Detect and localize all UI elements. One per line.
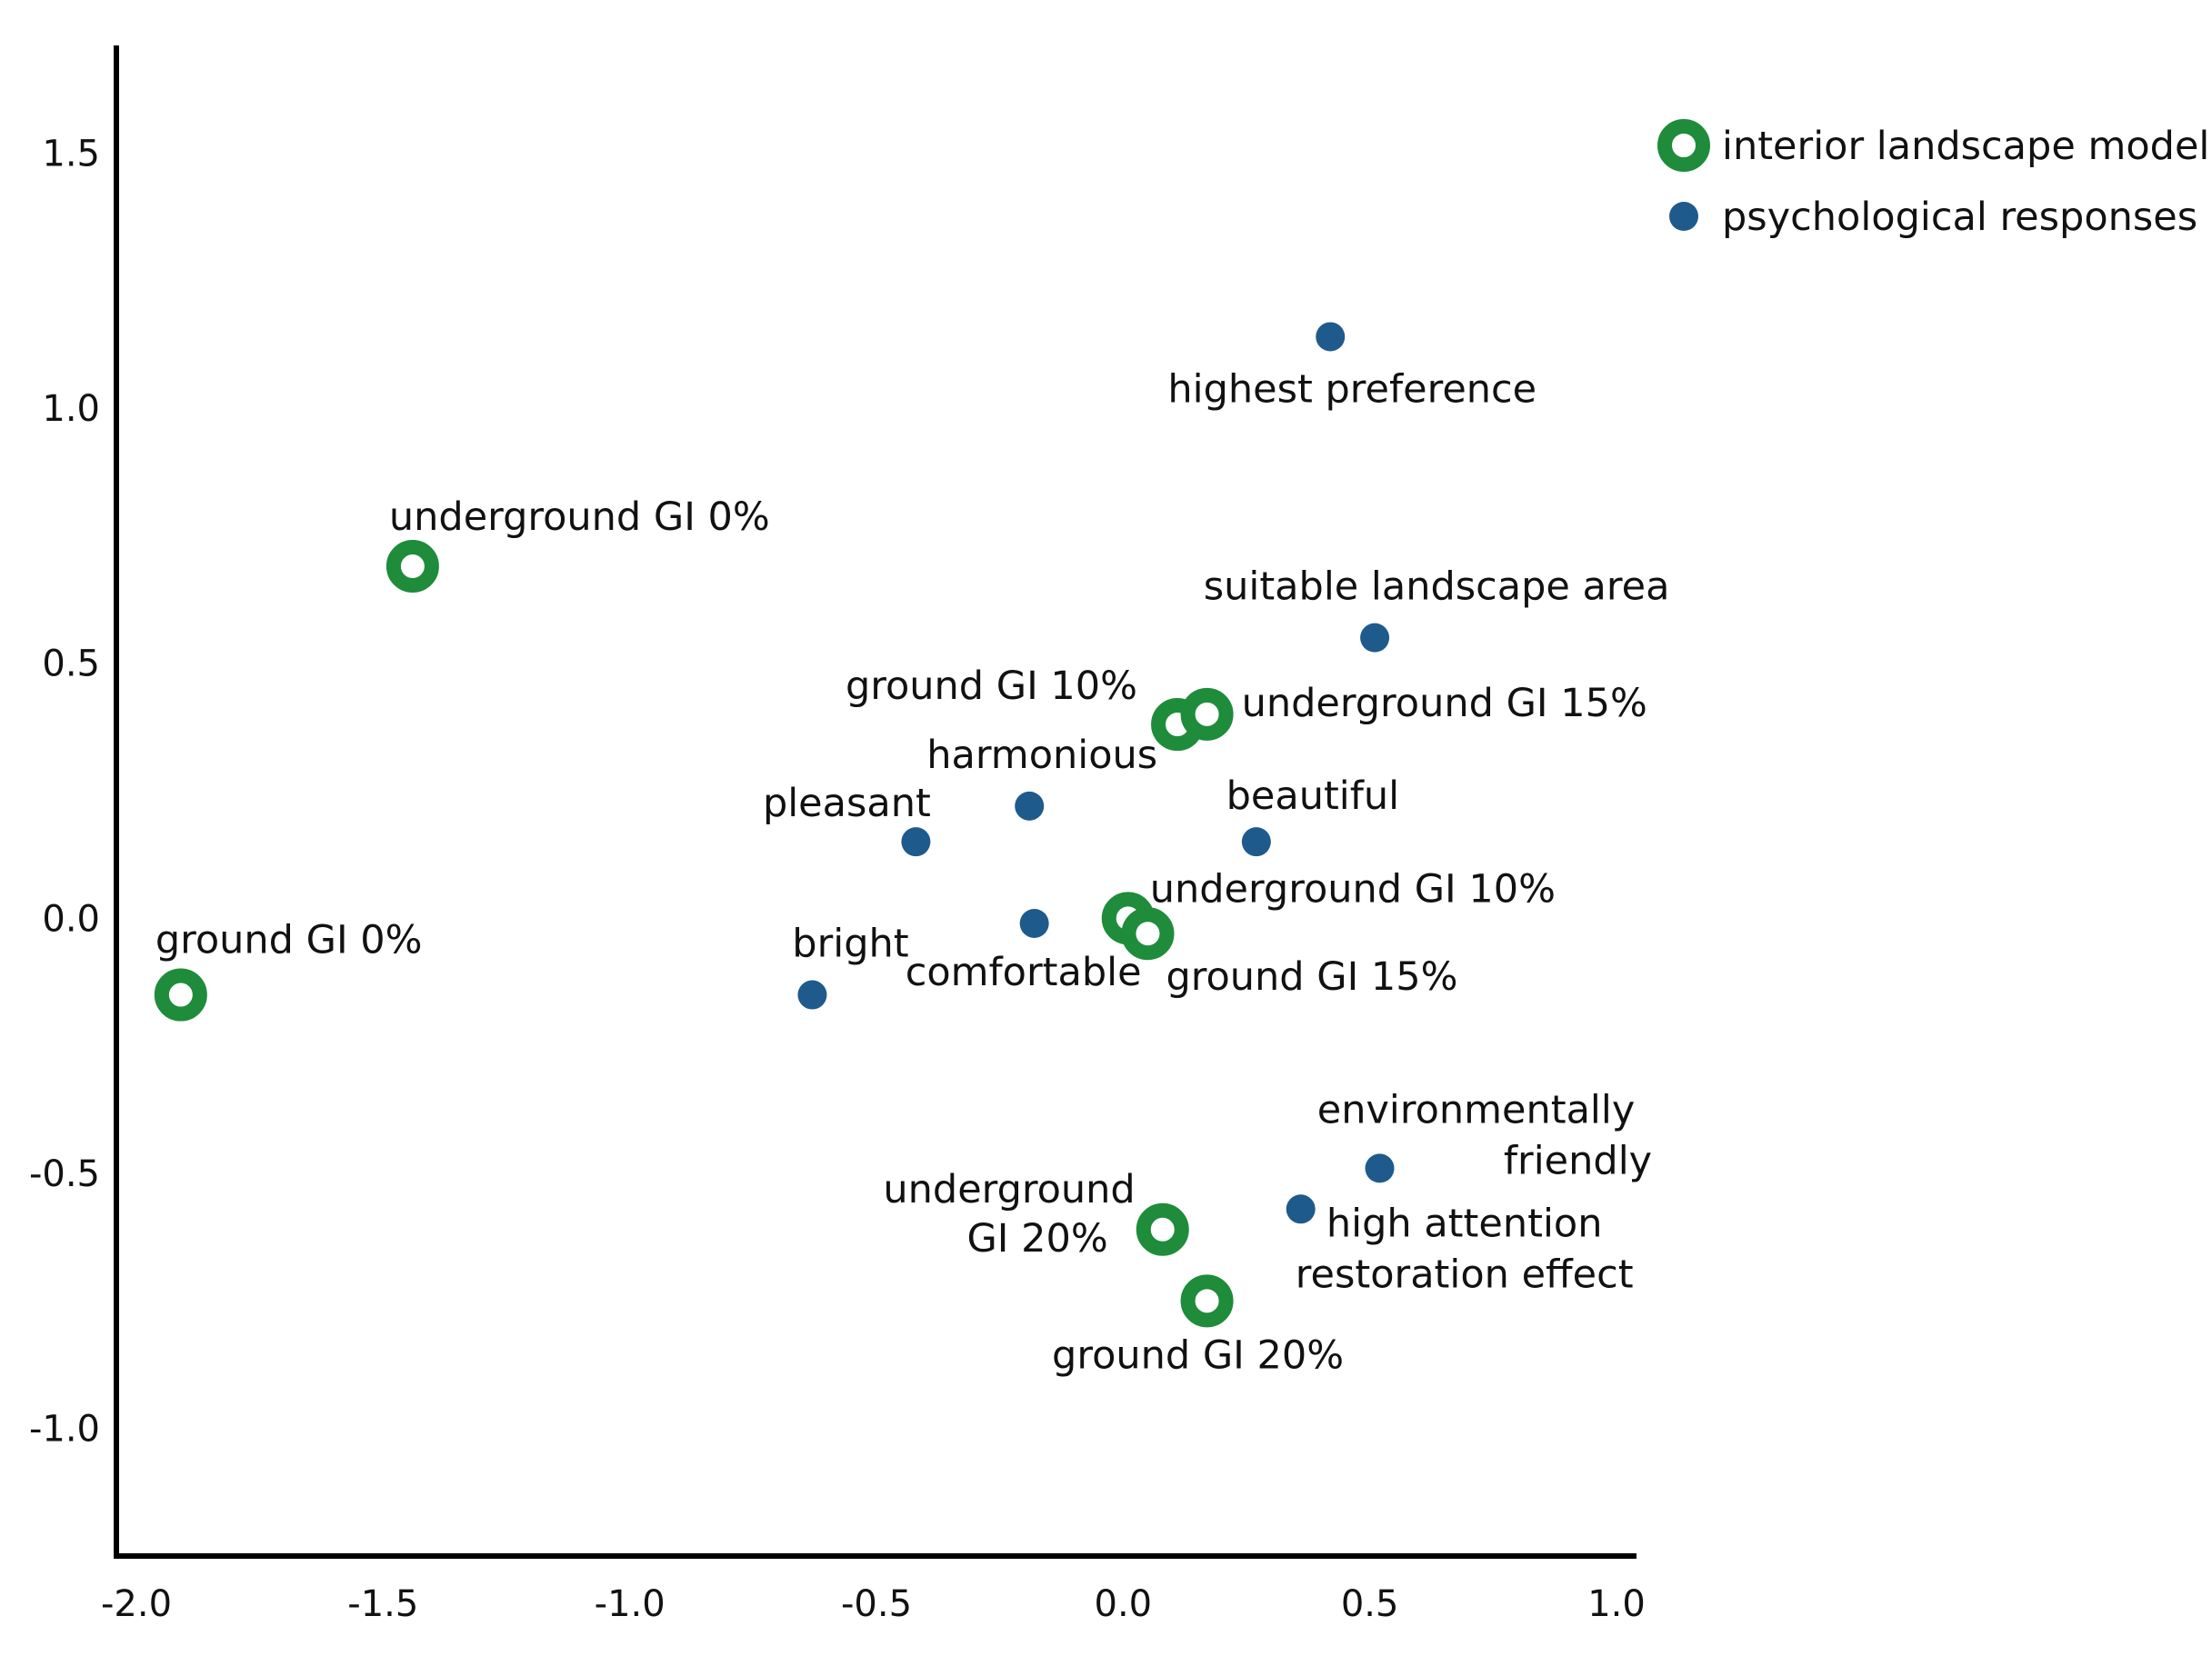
x-tick-label: -1.5 (347, 1583, 418, 1625)
point-label-environmentally-friendly-line-2: friendly (1504, 1138, 1652, 1183)
x-tick-label: -0.5 (841, 1583, 912, 1625)
legend-label-interior-landscape-model: interior landscape model (1722, 124, 2209, 169)
response-point-beautiful (1241, 827, 1271, 857)
point-label-suitable-landscape-area: suitable landscape area (1204, 564, 1670, 610)
x-tick-label: -2.0 (101, 1583, 172, 1625)
legend: interior landscape model psychological re… (1657, 119, 2209, 240)
model-point-underground-gi-0 (385, 540, 439, 594)
data-points (154, 322, 1395, 1328)
point-label-underground-gi-0: underground GI 0% (389, 494, 770, 540)
y-tick-label: -0.5 (29, 1153, 100, 1195)
x-tick-label: 1.0 (1587, 1583, 1646, 1625)
point-label-comfortable: comfortable (906, 950, 1142, 995)
model-point-ground-gi-0 (154, 968, 207, 1022)
response-point-pleasant (901, 827, 931, 857)
y-tick-label: 1.5 (42, 133, 100, 175)
model-point-underground-gi-20 (1136, 1202, 1189, 1256)
response-point-high-attention-restoration-effect (1286, 1194, 1316, 1224)
y-tick-label: 0.0 (42, 898, 100, 940)
y-tick-label: -1.0 (29, 1409, 100, 1451)
axes (114, 45, 1636, 1559)
x-tick-label: 0.5 (1341, 1583, 1399, 1625)
point-label-beautiful: beautiful (1226, 773, 1400, 819)
point-label-underground-gi-20-line-2: GI 20% (966, 1216, 1107, 1262)
y-tick-label: 0.5 (42, 643, 100, 685)
model-point-ground-gi-15 (1121, 907, 1175, 961)
legend-marker-response (1669, 202, 1698, 231)
point-label-pleasant: pleasant (763, 781, 931, 826)
point-label-underground-gi-15: underground GI 15% (1242, 681, 1647, 726)
response-point-environmentally-friendly (1365, 1153, 1395, 1183)
response-point-highest-preference (1316, 322, 1346, 352)
point-label-ground-gi-0: ground GI 0% (155, 918, 423, 963)
data-labels: underground GI 0% ground GI 0% ground GI 1… (155, 366, 1670, 1378)
point-label-high-attention-restoration-effect-line-1: high attention (1326, 1201, 1603, 1246)
point-label-harmonious: harmonious (926, 733, 1157, 778)
y-tick-label: 1.0 (42, 388, 100, 430)
point-label-bright: bright (792, 922, 908, 967)
legend-label-psychological-responses: psychological responses (1722, 195, 2197, 240)
response-point-harmonious (1015, 791, 1045, 821)
response-point-comfortable (1019, 908, 1049, 938)
point-label-highest-preference: highest preference (1167, 366, 1536, 412)
x-tick-label: -1.0 (595, 1583, 666, 1625)
response-point-bright (797, 980, 827, 1010)
point-label-high-attention-restoration-effect-line-2: restoration effect (1296, 1252, 1634, 1297)
point-label-underground-gi-20-line-1: underground (883, 1167, 1135, 1212)
model-point-ground-gi-20 (1180, 1274, 1234, 1328)
point-label-environmentally-friendly-line-1: environmentally (1317, 1087, 1636, 1132)
point-label-ground-gi-10: ground GI 10% (846, 663, 1137, 709)
x-tick-labels: -2.0 -1.5 -1.0 -0.5 0.0 0.5 1.0 (101, 1583, 1646, 1625)
y-tick-labels: 1.5 1.0 0.5 0.0 -0.5 -1.0 (29, 133, 100, 1450)
point-label-underground-gi-10: underground GI 10% (1150, 866, 1556, 912)
legend-marker-model (1657, 119, 1710, 172)
point-label-ground-gi-20: ground GI 20% (1052, 1332, 1344, 1378)
response-point-suitable-landscape-area (1360, 623, 1390, 653)
x-tick-label: 0.0 (1095, 1583, 1153, 1625)
point-label-ground-gi-15: ground GI 15% (1166, 954, 1457, 1000)
model-point-underground-gi-15 (1180, 687, 1234, 741)
